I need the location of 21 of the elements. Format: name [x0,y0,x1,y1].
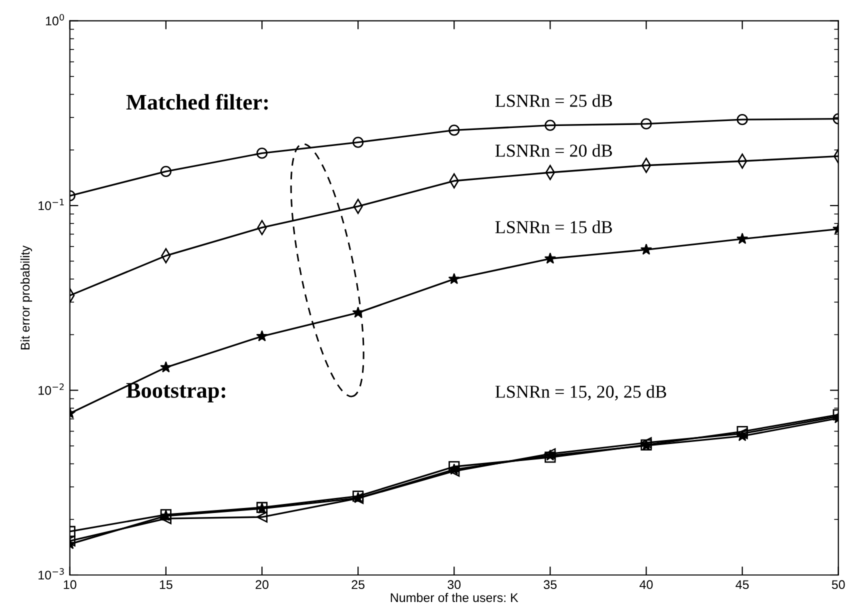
annotation: Matched filter: [126,94,268,110]
x-tick-label: 40 [640,580,653,590]
x-tick-label: 25 [352,580,364,590]
x-tick-label: 45 [736,580,749,590]
annotation: LSNRn = 15 dB [495,220,612,234]
y-tick-label: 10$^{−3}$ [38,568,64,580]
y-tick-label: 10$^{−1}$ [38,198,64,210]
x-axis-title: Number of the users: K [390,592,518,602]
x-tick-label: 10 [64,580,76,590]
x-tick-label: 35 [544,580,557,590]
y-tick-label: 10$^{0}$ [46,14,64,26]
x-tick-label: 20 [256,580,268,590]
y-axis-title: Bit error probability [20,245,32,350]
annotation: Bootstrap: [126,383,226,402]
y-tick-label: 10$^{−2}$ [38,383,64,395]
x-tick-label: 15 [160,580,172,590]
annotation: LSNRn = 20 dB [495,144,612,157]
x-tick-label: 50 [832,580,845,590]
annotation: LSNRn = 25 dB [495,94,612,107]
x-tick-label: 30 [448,580,461,590]
annotation: LSNRn = 15, 20, 25 dB [495,385,666,400]
